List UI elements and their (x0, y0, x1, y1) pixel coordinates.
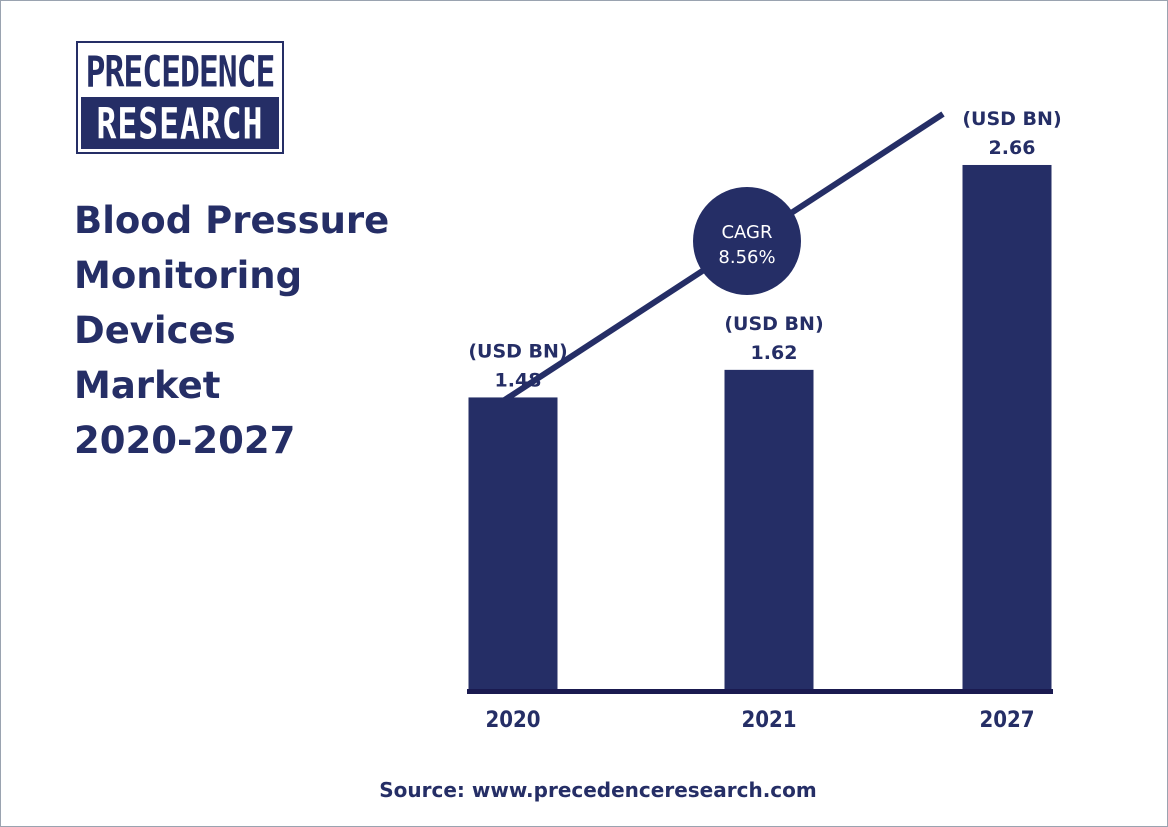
source-note: Source: www.precedenceresearch.com (379, 778, 817, 802)
bar (468, 397, 558, 689)
bar (962, 164, 1052, 690)
bar (724, 369, 814, 689)
bar-unit-label: (USD BN) (962, 108, 1061, 130)
data-label: 2.66 (989, 137, 1036, 159)
title-line: Blood Pressure (74, 199, 390, 242)
x-tick-label: 2021 (741, 708, 796, 733)
cagr-label: CAGR (721, 222, 772, 243)
logo-line-2: RESEARCH (96, 97, 264, 149)
title-line: Devices (74, 309, 236, 352)
data-label: 1.48 (495, 369, 542, 391)
title-line: Monitoring (74, 254, 303, 297)
chart-title: Blood Pressure Monitoring Devices Market… (74, 193, 434, 468)
logo-line-1: PRECEDENCE (85, 45, 276, 97)
x-axis-baseline (467, 689, 1053, 694)
bar-unit-label: (USD BN) (468, 340, 567, 362)
title-line: 2020-2027 (74, 419, 296, 462)
x-tick-label: 2027 (979, 708, 1034, 733)
cagr-badge (693, 187, 801, 295)
bar-unit-label: (USD BN) (724, 313, 823, 335)
logo-line-2-band: RESEARCH (81, 97, 279, 149)
x-tick-label: 2020 (485, 708, 540, 733)
title-line: Market (74, 364, 221, 407)
data-label: 1.62 (751, 342, 798, 364)
company-logo: PRECEDENCE RESEARCH (76, 41, 284, 154)
cagr-value: 8.56% (718, 247, 775, 268)
